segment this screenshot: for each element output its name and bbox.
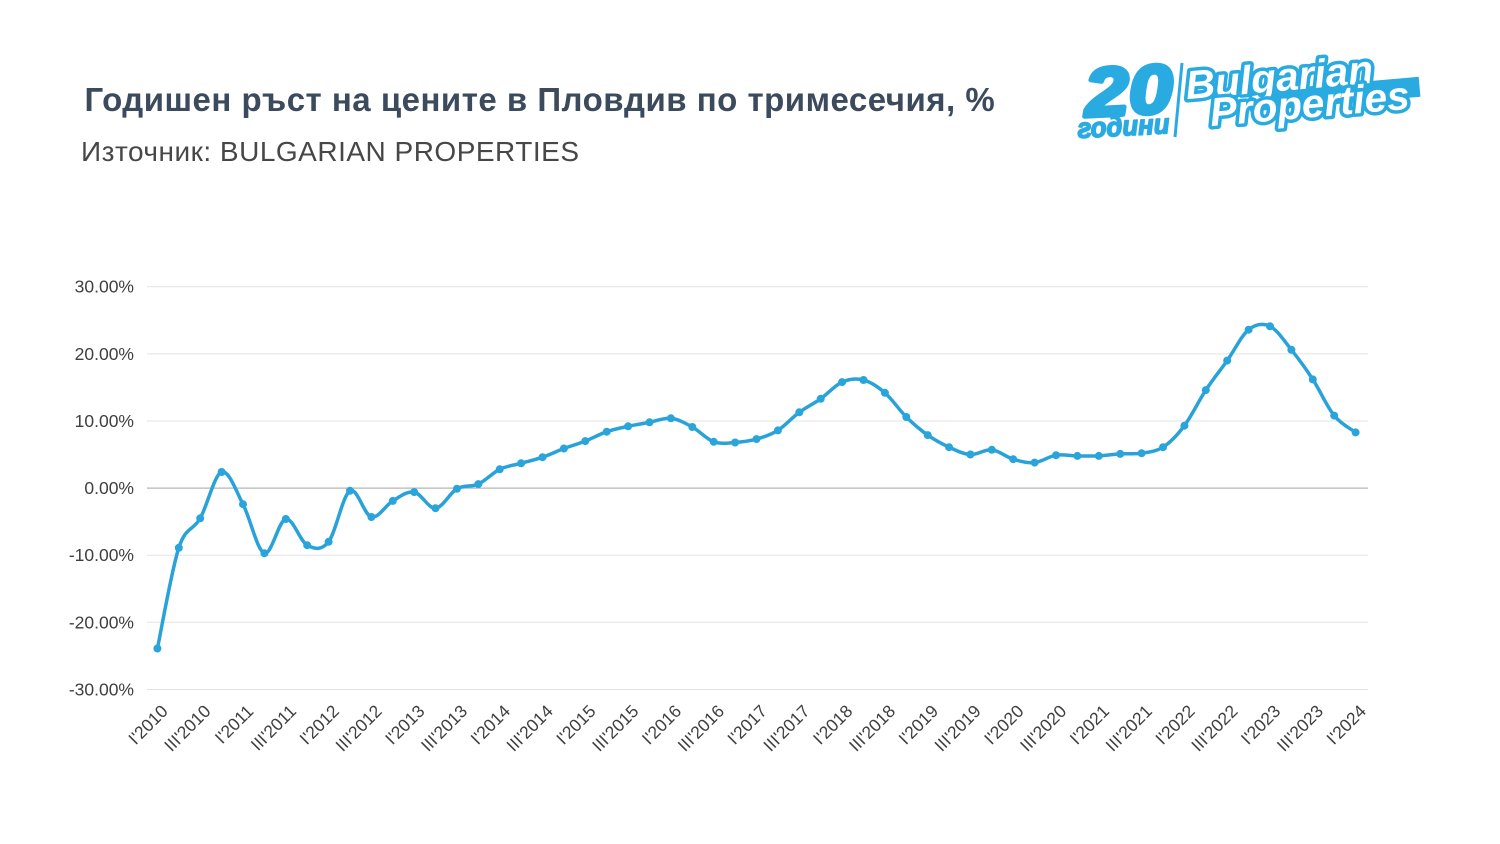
svg-text:III'2021: III'2021: [1102, 701, 1156, 755]
svg-text:III'2013: III'2013: [417, 701, 471, 755]
svg-text:0.00%: 0.00%: [84, 478, 134, 498]
svg-text:III'2018: III'2018: [845, 701, 899, 755]
svg-text:20: 20: [1080, 50, 1174, 132]
svg-text:III'2023: III'2023: [1273, 701, 1327, 755]
svg-text:III'2016: III'2016: [674, 701, 728, 755]
svg-text:30.00%: 30.00%: [75, 277, 134, 297]
svg-text:20.00%: 20.00%: [75, 344, 134, 364]
svg-text:III'2010: III'2010: [160, 701, 215, 756]
svg-text:III'2022: III'2022: [1187, 701, 1241, 755]
svg-text:III'2017: III'2017: [759, 701, 813, 755]
svg-text:III'2012: III'2012: [331, 701, 385, 755]
svg-text:-30.00%: -30.00%: [69, 680, 134, 700]
svg-text:III'2020: III'2020: [1016, 701, 1071, 756]
svg-text:-10.00%: -10.00%: [69, 545, 134, 565]
svg-text:години: години: [1077, 108, 1170, 144]
svg-text:III'2019: III'2019: [930, 701, 984, 755]
svg-text:-20.00%: -20.00%: [69, 612, 134, 632]
svg-text:10.00%: 10.00%: [75, 411, 134, 431]
svg-text:III'2015: III'2015: [588, 701, 642, 755]
svg-text:III'2011: III'2011: [247, 701, 300, 754]
svg-text:III'2014: III'2014: [502, 701, 557, 756]
svg-text:I'2024: I'2024: [1322, 701, 1370, 749]
